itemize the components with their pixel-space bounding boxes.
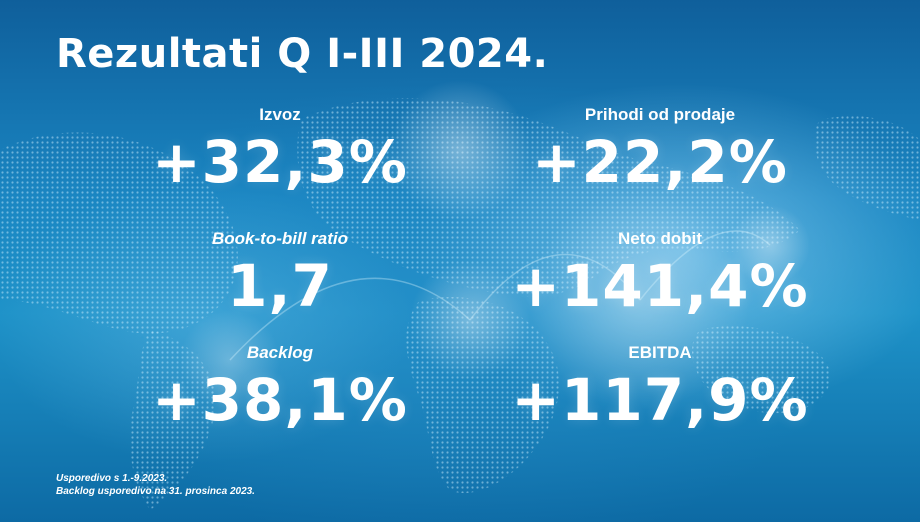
metric-ebitda-label: EBITDA xyxy=(628,343,692,362)
metric-book-to-bill-value: 1,7 xyxy=(227,252,333,320)
metric-export-value: +32,3% xyxy=(152,128,408,196)
metric-book-to-bill-label: Book-to-bill ratio xyxy=(212,229,348,248)
metric-backlog-label: Backlog xyxy=(246,343,314,362)
footnote-comparison-period: Usporedivo s 1.-9.2023. xyxy=(56,473,168,484)
metric-export: Izvoz +32,3% xyxy=(90,106,470,191)
footnotes: Usporedivo s 1.-9.2023. Backlog usporedi… xyxy=(56,472,255,498)
metric-net-profit: Neto dobit +141,4% xyxy=(470,230,850,315)
metric-ebitda-value: +117,9% xyxy=(511,366,809,434)
metric-sales-revenue-label: Prihodi od prodaje xyxy=(584,105,736,124)
metric-backlog: Backlog +38,1% xyxy=(90,344,470,429)
footnote-backlog-comparison: Backlog usporedivo na 31. prosinca 2023. xyxy=(56,486,255,497)
metric-book-to-bill: Book-to-bill ratio 1,7 xyxy=(90,230,470,315)
metric-net-profit-label: Neto dobit xyxy=(617,229,703,248)
metric-ebitda: EBITDA +117,9% xyxy=(470,344,850,429)
page-title: Rezultati Q I-III 2024. xyxy=(56,31,549,77)
metric-export-label: Izvoz xyxy=(259,105,301,124)
metric-backlog-value: +38,1% xyxy=(152,366,408,434)
metric-net-profit-value: +141,4% xyxy=(511,252,809,320)
metric-sales-revenue: Prihodi od prodaje +22,2% xyxy=(470,106,850,191)
metric-sales-revenue-value: +22,2% xyxy=(532,128,788,196)
